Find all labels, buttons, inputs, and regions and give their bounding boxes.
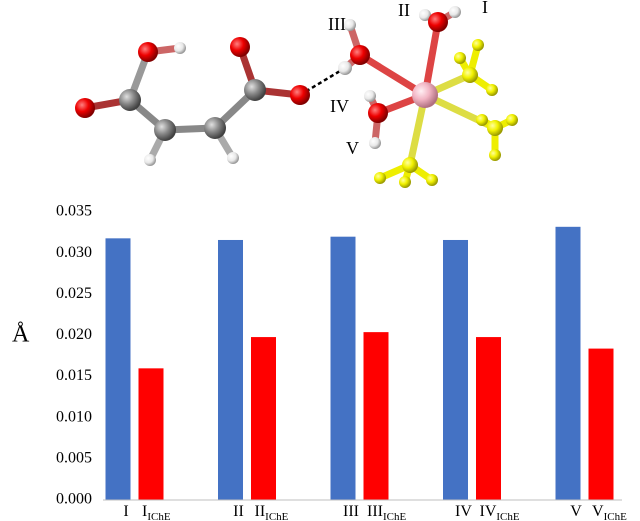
ligand-label: IV <box>330 96 349 116</box>
y-tick-label: 0.015 <box>56 367 92 384</box>
x-tick-label: IIIChE <box>255 503 289 521</box>
category-label: IV <box>455 503 472 520</box>
bar <box>443 239 468 500</box>
y-tick-label: 0.035 <box>56 203 92 220</box>
y-axis-label: Å <box>12 322 30 348</box>
category-subscript: IChE <box>604 511 628 521</box>
category-label: V <box>570 503 582 520</box>
bar <box>588 348 614 500</box>
y-tick-label: 0.025 <box>56 285 92 302</box>
category-subscript: IChE <box>265 511 289 521</box>
atoms <box>75 6 518 188</box>
ligand-label: III <box>328 14 346 34</box>
bar <box>555 226 581 500</box>
y-tick-label: 0.020 <box>56 326 92 343</box>
x-tick-label: IV <box>455 503 472 520</box>
bar <box>218 239 243 500</box>
category-subscript: IChE <box>383 511 407 521</box>
bar <box>476 337 501 500</box>
category-label: I <box>123 503 128 520</box>
bar <box>251 337 276 500</box>
category-label: III <box>367 503 383 520</box>
x-tick-label: III <box>343 503 359 520</box>
category-label: III <box>343 503 359 520</box>
molecule: III II I IV V <box>75 0 518 188</box>
category-label: V <box>592 503 604 520</box>
x-tick-label: I <box>123 503 128 520</box>
y-tick-label: 0.005 <box>56 450 92 467</box>
x-tick-label: IVIChE <box>480 503 520 521</box>
category-label: I <box>142 503 147 520</box>
ligand-label: I <box>482 0 488 17</box>
bar <box>363 332 389 500</box>
x-tick-label: VIChE <box>592 503 627 521</box>
x-tick-label: IIIIChE <box>367 503 406 521</box>
y-tick-label: 0.010 <box>56 408 92 425</box>
category-label: II <box>233 503 244 520</box>
bar <box>330 236 356 500</box>
ligand-label: V <box>346 138 359 158</box>
bar <box>138 368 164 500</box>
bar <box>105 238 131 500</box>
category-label: II <box>255 503 266 520</box>
y-tick-label: 0.030 <box>56 244 92 261</box>
category-subscript: IChE <box>147 511 171 521</box>
ligand-label: II <box>398 0 410 20</box>
category-label: IV <box>480 503 497 520</box>
category-subscript: IChE <box>496 511 520 521</box>
x-tick-label: II <box>233 503 244 520</box>
x-tick-label: V <box>570 503 582 520</box>
x-tick-label: IIChE <box>142 503 171 521</box>
y-tick-label: 0.000 <box>56 491 92 508</box>
